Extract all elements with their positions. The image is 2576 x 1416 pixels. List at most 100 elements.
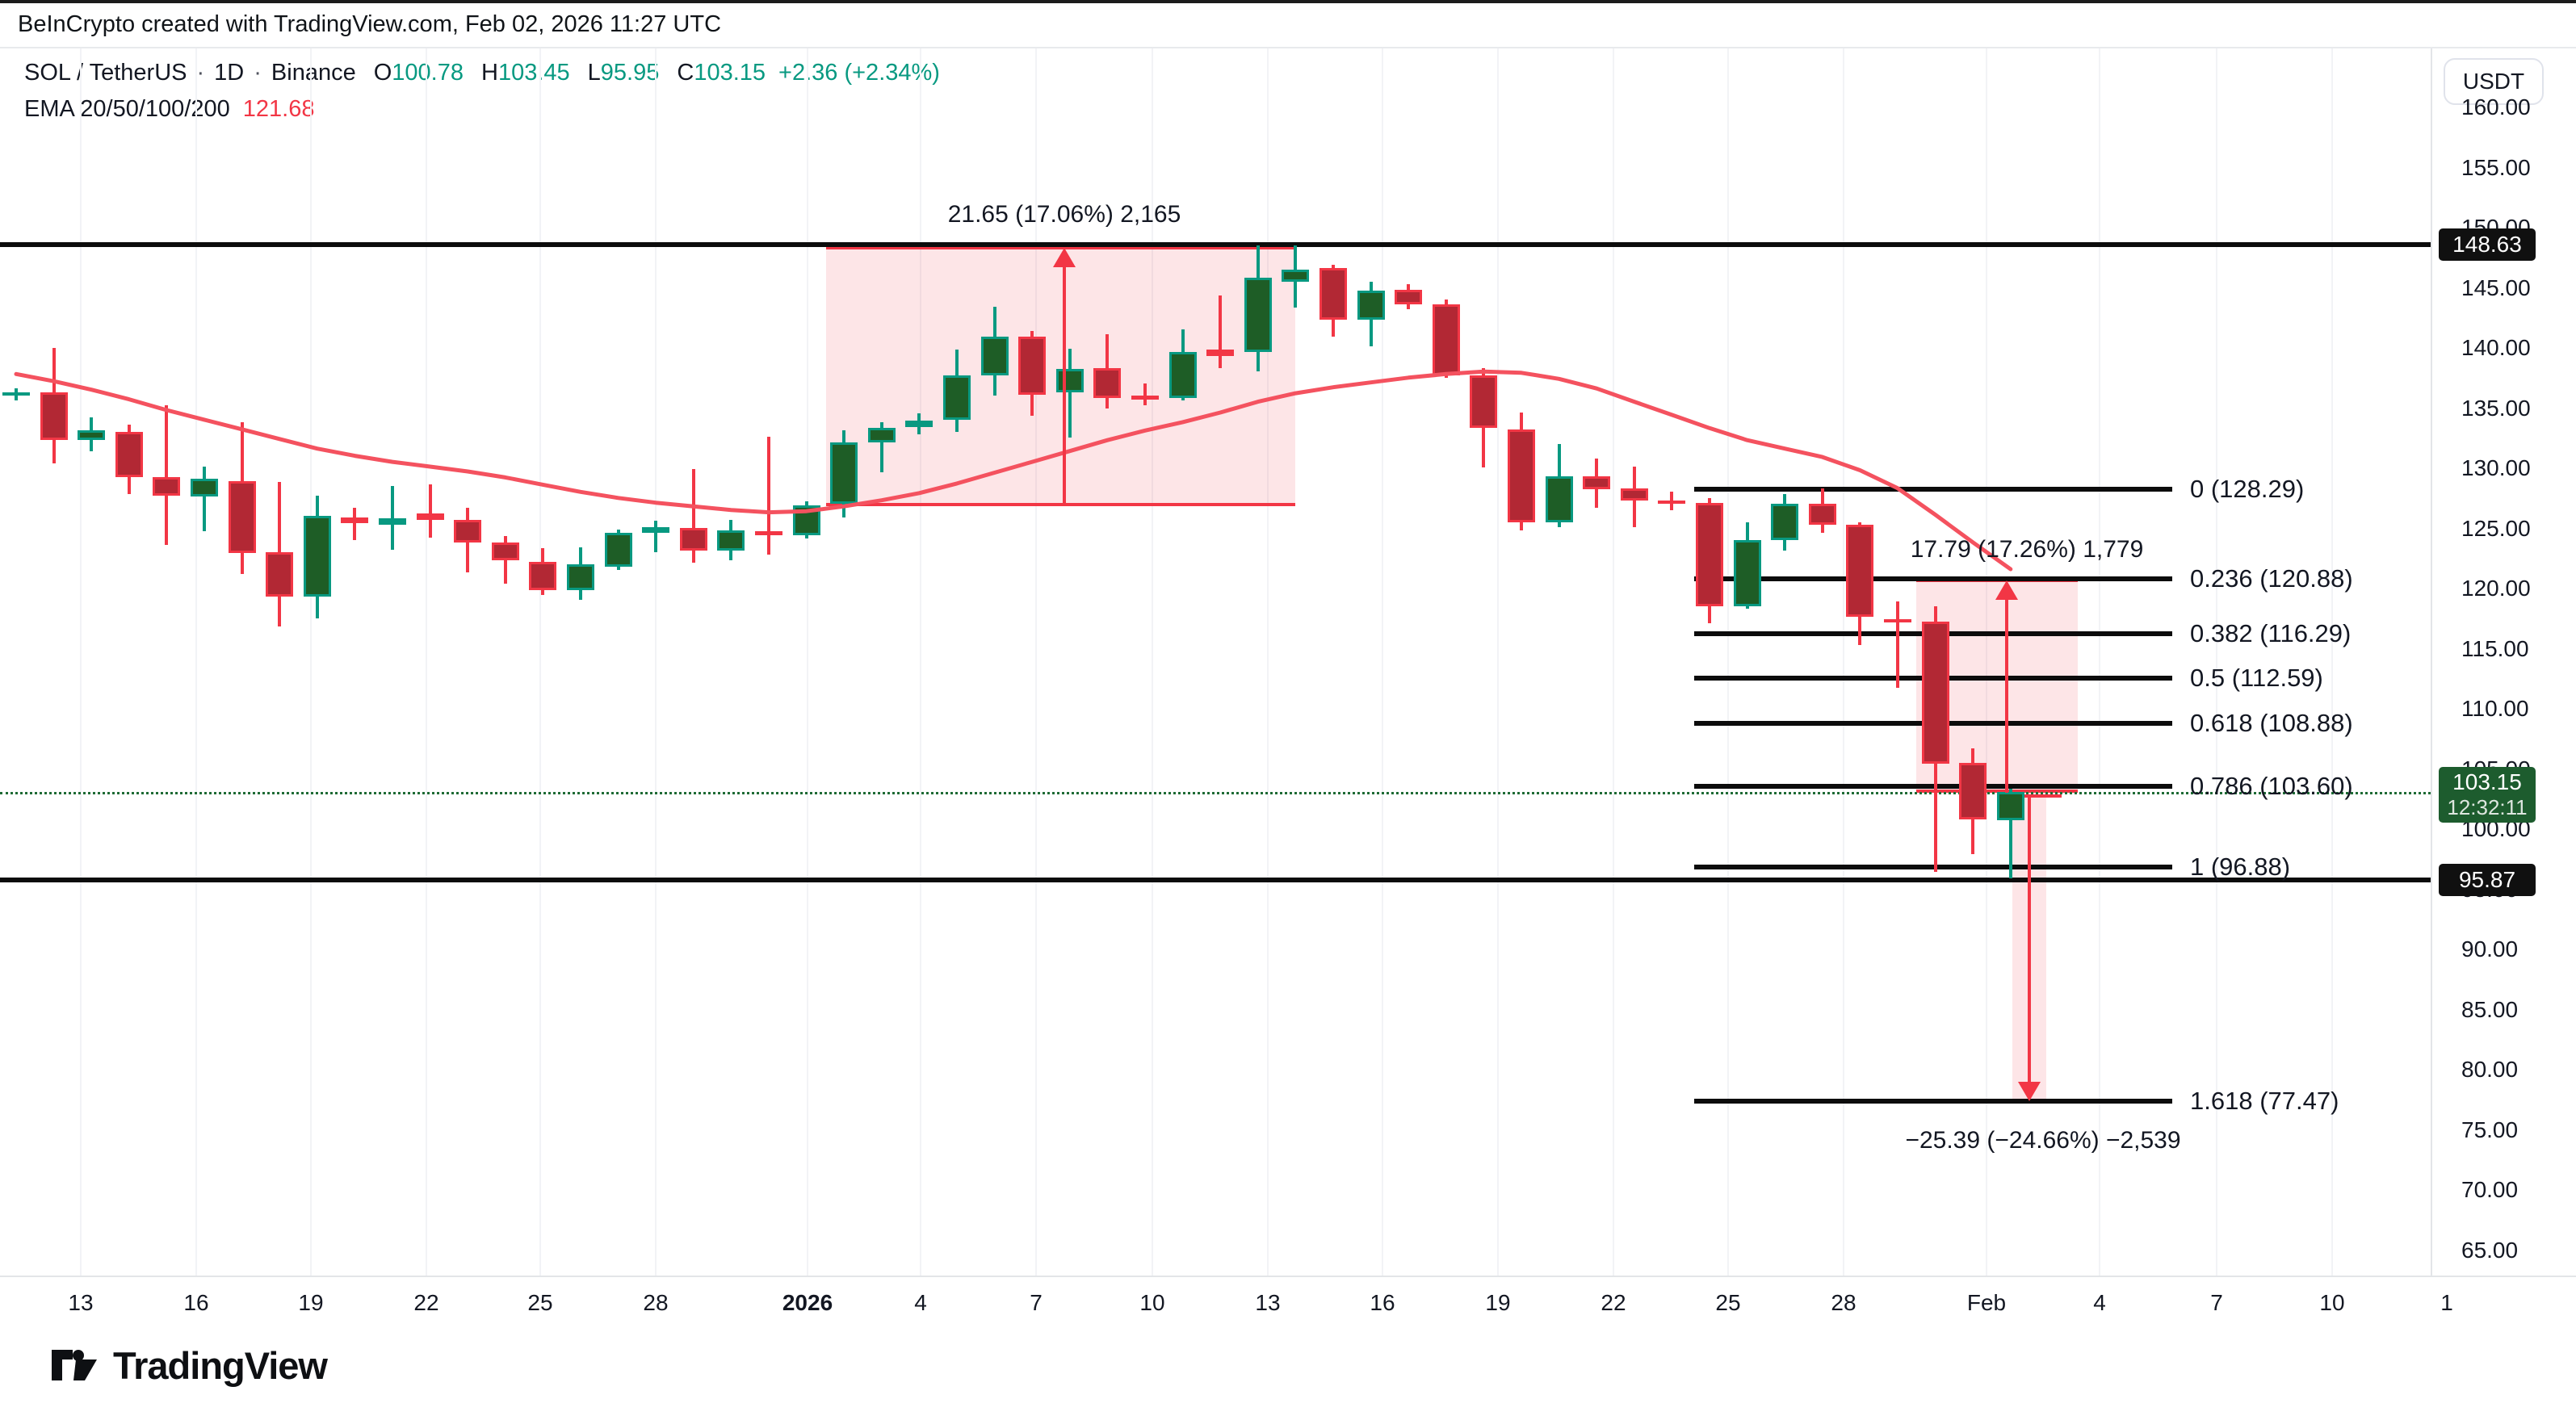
candle-wick-Jan-12 bbox=[1219, 295, 1223, 368]
change-value: +2.36 (+2.34%) bbox=[778, 60, 940, 86]
candle-Feb-1[interactable] bbox=[1959, 762, 1987, 819]
candle-Jan-25[interactable] bbox=[1696, 502, 1723, 606]
price-tick: 130.00 bbox=[2461, 455, 2531, 480]
price-tick: 85.00 bbox=[2461, 996, 2519, 1022]
candle-Dec-11[interactable] bbox=[2, 392, 30, 396]
vertical-gridline bbox=[426, 48, 427, 1276]
candle-Jan-20[interactable] bbox=[1508, 429, 1535, 522]
candle-Jan-1[interactable] bbox=[792, 505, 820, 535]
current-price-line bbox=[0, 792, 2431, 795]
price-tick: 80.00 bbox=[2461, 1057, 2519, 1082]
legend-separator: · bbox=[196, 60, 205, 86]
horizontal-price-line-95.87[interactable] bbox=[0, 877, 2431, 882]
candle-Dec-16[interactable] bbox=[191, 478, 218, 497]
symbol-name[interactable]: SOL / TetherUS bbox=[24, 60, 187, 86]
candle-Dec-27[interactable] bbox=[604, 532, 632, 567]
candle-Jan-29[interactable] bbox=[1846, 524, 1874, 618]
candle-Dec-19[interactable] bbox=[303, 516, 331, 597]
time-label-4: 4 bbox=[2093, 1290, 2106, 1315]
horizontal-price-line-148.63[interactable] bbox=[0, 242, 2431, 248]
currency-toggle-button[interactable]: USDT bbox=[2444, 58, 2544, 105]
candle-Jan-5[interactable] bbox=[943, 375, 971, 420]
time-label-1: 1 bbox=[2440, 1290, 2453, 1315]
candle-Dec-28[interactable] bbox=[642, 526, 670, 533]
candle-Jan-24[interactable] bbox=[1658, 500, 1686, 504]
candle-Dec-14[interactable] bbox=[115, 431, 143, 478]
tradingview-branding[interactable]: TradingView bbox=[52, 1343, 328, 1388]
candle-Jan-2[interactable] bbox=[830, 442, 858, 505]
candle-Jan-9[interactable] bbox=[1093, 367, 1122, 399]
fib-level-line-0.236[interactable] bbox=[1694, 576, 2172, 581]
fib-level-line-1[interactable] bbox=[1694, 865, 2172, 870]
candle-Jan-13[interactable] bbox=[1244, 278, 1272, 353]
arrowhead-up-icon bbox=[1995, 580, 2018, 600]
price-tick: 155.00 bbox=[2461, 154, 2531, 180]
measurement-label: 17.79 (17.26%) 1,779 bbox=[1910, 536, 2144, 563]
candle-Feb-2[interactable] bbox=[1996, 792, 2024, 821]
candle-Jan-14[interactable] bbox=[1282, 269, 1310, 282]
fib-level-line-0[interactable] bbox=[1694, 487, 2172, 492]
candle-Jan-4[interactable] bbox=[905, 421, 933, 427]
measurement-arrow-shaft bbox=[1063, 252, 1066, 507]
candle-Jan-6[interactable] bbox=[980, 337, 1009, 375]
candle-Dec-26[interactable] bbox=[567, 563, 594, 591]
candle-Jan-8[interactable] bbox=[1055, 369, 1084, 392]
fib-level-line-1.618[interactable] bbox=[1694, 1098, 2172, 1104]
measurement-arrow-shaft bbox=[2005, 584, 2008, 793]
ohlc-value-O: 100.78 bbox=[392, 60, 464, 86]
candle-Dec-13[interactable] bbox=[78, 430, 106, 441]
ohlc-key-C: C bbox=[677, 60, 694, 86]
candle-Jan-30[interactable] bbox=[1884, 619, 1911, 623]
fib-level-label: 1.618 (77.47) bbox=[2190, 1086, 2339, 1115]
candle-Jan-23[interactable] bbox=[1620, 488, 1648, 501]
candle-Jan-19[interactable] bbox=[1470, 375, 1498, 429]
vertical-gridline bbox=[1267, 48, 1269, 1276]
fib-level-label: 0.5 (112.59) bbox=[2190, 664, 2323, 693]
candle-Dec-22[interactable] bbox=[416, 513, 444, 520]
ohlc-value-C: 103.15 bbox=[694, 60, 766, 86]
candle-Dec-15[interactable] bbox=[153, 477, 181, 496]
candle-Jan-17[interactable] bbox=[1395, 289, 1423, 304]
candle-Dec-20[interactable] bbox=[341, 517, 369, 524]
candle-Jan-3[interactable] bbox=[867, 428, 896, 443]
candle-Dec-25[interactable] bbox=[529, 561, 557, 591]
time-axis[interactable]: 13 16 19 22 25 28 2026 4 7 10 13 16 19 22 25 28 Feb 4 7 10 1 bbox=[0, 1276, 2576, 1335]
candle-Jan-21[interactable] bbox=[1545, 475, 1573, 522]
candle-Dec-29[interactable] bbox=[679, 528, 707, 551]
vertical-gridline bbox=[2216, 48, 2217, 1276]
candle-Dec-21[interactable] bbox=[379, 518, 406, 525]
time-label-10: 10 bbox=[2319, 1290, 2345, 1315]
candle-Dec-24[interactable] bbox=[491, 542, 519, 561]
candle-Dec-23[interactable] bbox=[454, 519, 482, 543]
price-axis[interactable]: USDT 160.00 155.00 150.00 145.00 140.00 135.0… bbox=[2431, 48, 2576, 1276]
time-label-16: 16 bbox=[183, 1290, 209, 1315]
candle-Dec-12[interactable] bbox=[40, 392, 68, 441]
price-tick: 110.00 bbox=[2461, 696, 2529, 721]
chart-plot-area[interactable]: 21.65 (17.06%) 2,165 17.79 (17.26%) 1,779… bbox=[0, 48, 2431, 1276]
candle-Jan-15[interactable] bbox=[1319, 268, 1347, 320]
candle-Jan-22[interactable] bbox=[1583, 475, 1611, 490]
candle-Jan-11[interactable] bbox=[1168, 352, 1197, 399]
candle-wick-Jan-10 bbox=[1143, 383, 1147, 406]
candle-Jan-26[interactable] bbox=[1733, 539, 1761, 606]
candle-Jan-18[interactable] bbox=[1432, 304, 1460, 375]
candle-Jan-7[interactable] bbox=[1018, 337, 1047, 395]
current-price-value: 103.15 bbox=[2452, 769, 2522, 795]
candle-Dec-18[interactable] bbox=[266, 551, 294, 597]
candle-wick-Dec-22 bbox=[428, 484, 432, 538]
vertical-gridline bbox=[655, 48, 657, 1276]
candle-Jan-31[interactable] bbox=[1921, 622, 1949, 765]
interval-label[interactable]: 1D bbox=[214, 60, 245, 86]
time-label-25: 25 bbox=[1715, 1290, 1741, 1315]
candle-Jan-16[interactable] bbox=[1357, 291, 1385, 320]
fib-level-line-0.786[interactable] bbox=[1694, 784, 2172, 790]
candle-Jan-28[interactable] bbox=[1808, 504, 1836, 525]
candle-Jan-10[interactable] bbox=[1131, 396, 1159, 400]
candle-Jan-12[interactable] bbox=[1206, 350, 1235, 356]
candle-Dec-17[interactable] bbox=[228, 480, 256, 554]
exchange-label[interactable]: Binance bbox=[271, 60, 356, 86]
fib-level-label: 0.382 (116.29) bbox=[2190, 619, 2352, 648]
candle-Dec-31[interactable] bbox=[755, 531, 782, 535]
candle-Jan-27[interactable] bbox=[1771, 504, 1799, 540]
candle-Dec-30[interactable] bbox=[717, 530, 745, 551]
